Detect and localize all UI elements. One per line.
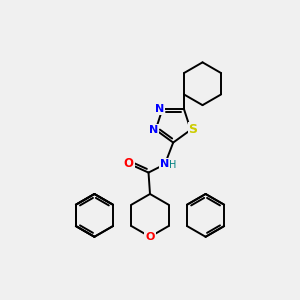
Text: H: H: [169, 160, 177, 170]
Text: N: N: [149, 125, 158, 135]
Text: N: N: [160, 159, 170, 169]
Text: O: O: [145, 232, 155, 242]
Text: S: S: [189, 123, 198, 136]
Text: N: N: [155, 104, 165, 114]
Text: O: O: [124, 157, 134, 170]
